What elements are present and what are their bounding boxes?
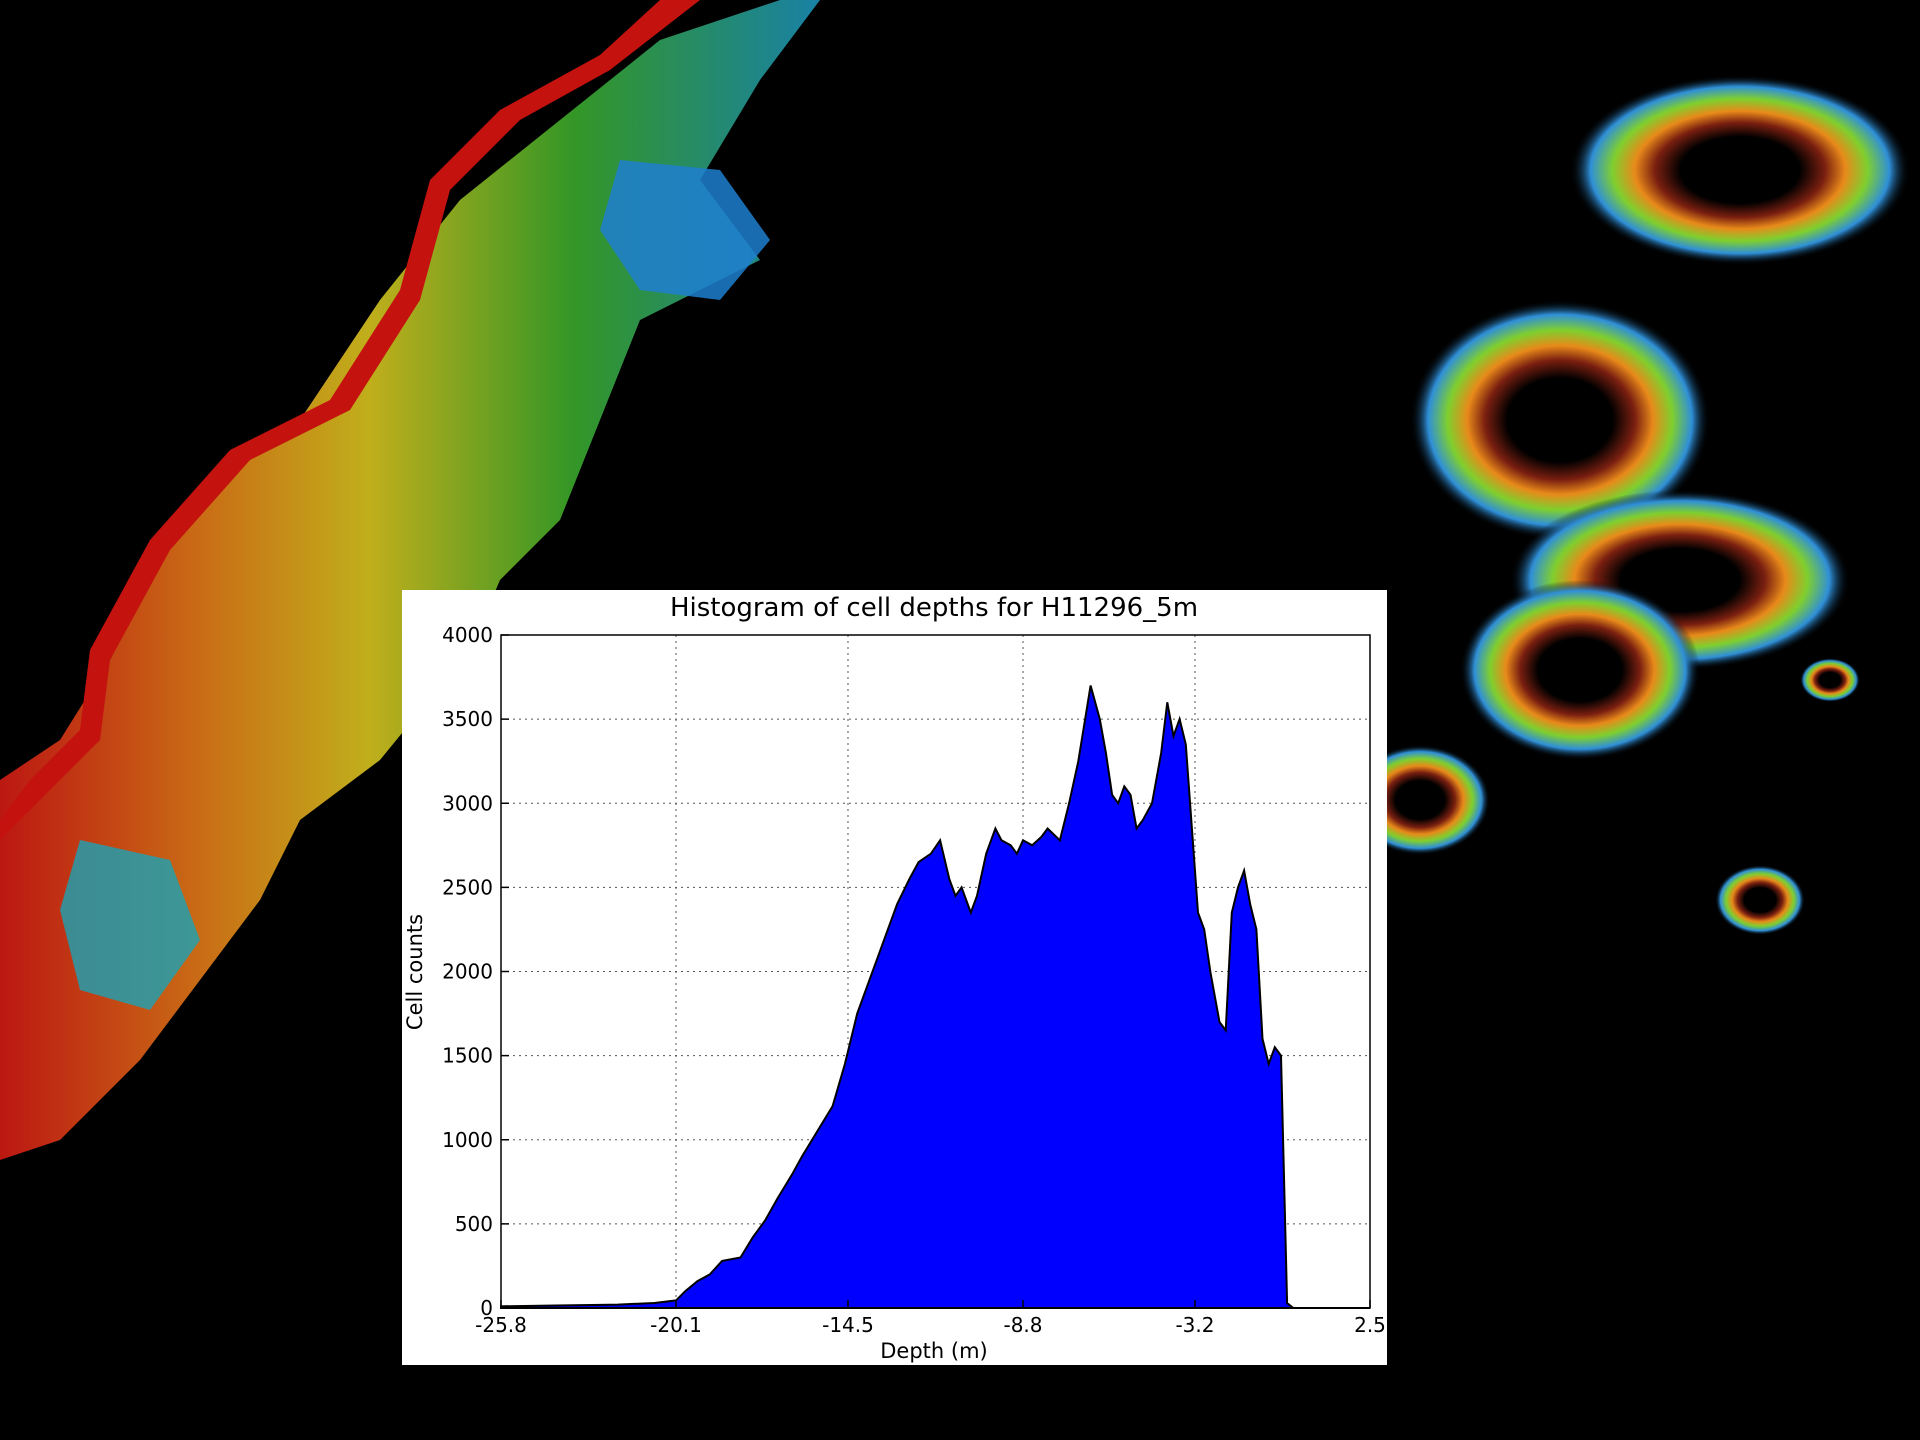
histogram-chart: -25.8 -20.1 -14.5 -8.8 -3.2 2.5 0 500 1000 1500 2… bbox=[403, 593, 1386, 1363]
y-axis-label: Cell counts bbox=[403, 914, 427, 1030]
x-axis-label: Depth (m) bbox=[880, 1339, 987, 1363]
y-tick-label-6: 3000 bbox=[442, 791, 493, 815]
y-tick-label-1: 500 bbox=[455, 1212, 493, 1236]
x-axis-ticks: -25.8 -20.1 -14.5 -8.8 -3.2 2.5 bbox=[475, 1300, 1386, 1337]
x-tick-label-5: 2.5 bbox=[1354, 1313, 1386, 1337]
x-tick-label-0: -25.8 bbox=[475, 1313, 527, 1337]
y-tick-label-5: 2500 bbox=[442, 875, 493, 899]
histogram-area bbox=[500, 685, 1370, 1309]
x-tick-label-3: -8.8 bbox=[1003, 1313, 1042, 1337]
x-tick-label-2: -14.5 bbox=[822, 1313, 874, 1337]
y-axis-ticks: 0 500 1000 1500 2000 2500 3000 3500 4000 bbox=[442, 623, 509, 1320]
histogram-panel: -25.8 -20.1 -14.5 -8.8 -3.2 2.5 0 500 1000 1500 2… bbox=[402, 590, 1387, 1365]
y-tick-label-4: 2000 bbox=[442, 960, 493, 984]
x-tick-label-1: -20.1 bbox=[650, 1313, 702, 1337]
y-tick-label-7: 3500 bbox=[442, 707, 493, 731]
chart-title: Histogram of cell depths for H11296_5m bbox=[670, 593, 1198, 623]
y-tick-label-2: 1000 bbox=[442, 1128, 493, 1152]
x-tick-label-4: -3.2 bbox=[1175, 1313, 1214, 1337]
y-tick-label-0: 0 bbox=[480, 1296, 493, 1320]
y-tick-label-3: 1500 bbox=[442, 1044, 493, 1068]
y-tick-label-8: 4000 bbox=[442, 623, 493, 647]
